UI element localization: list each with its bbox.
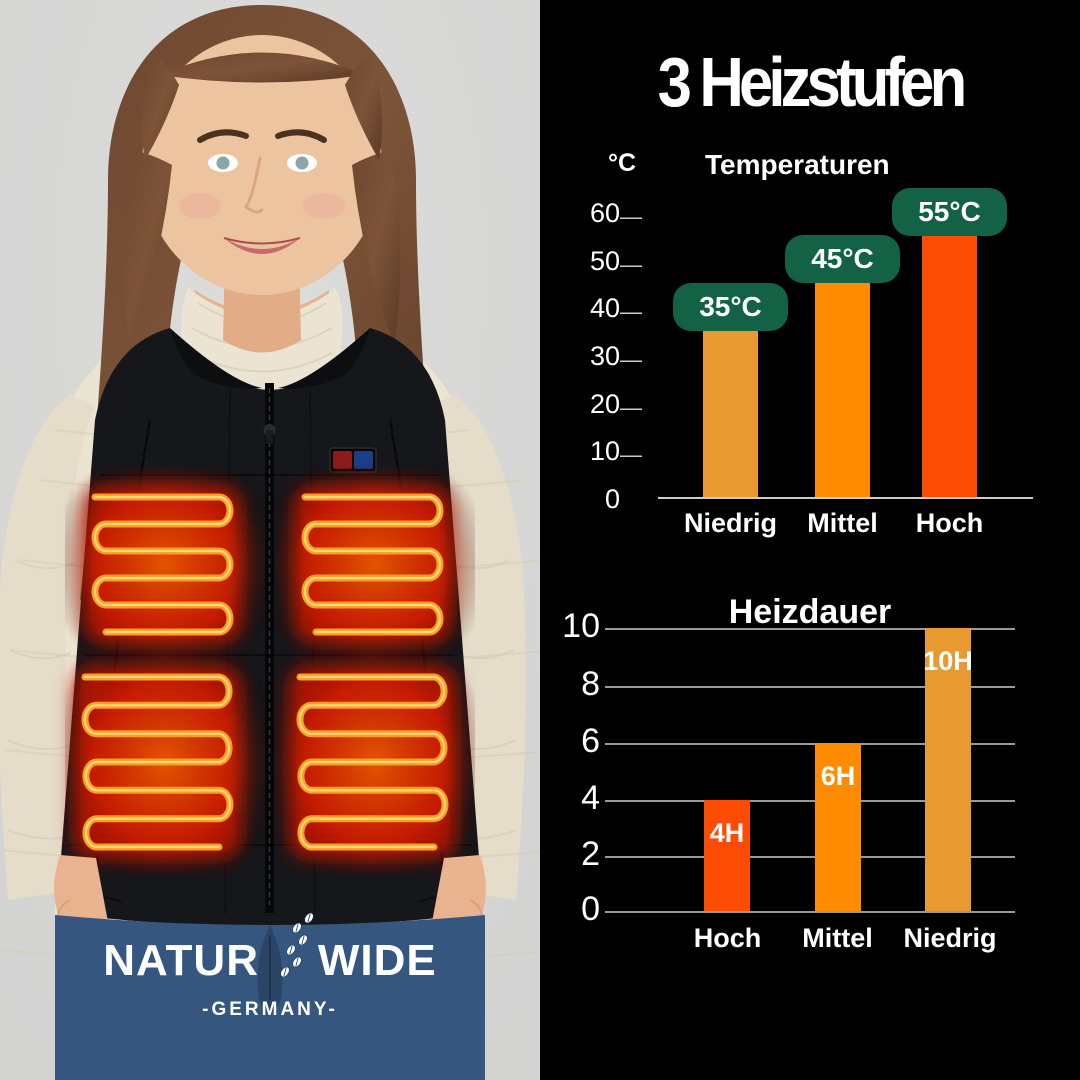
svg-text:-GERMANY-: -GERMANY- <box>202 999 338 1020</box>
svg-text:NATUR WIDE: NATUR WIDE <box>103 936 436 985</box>
